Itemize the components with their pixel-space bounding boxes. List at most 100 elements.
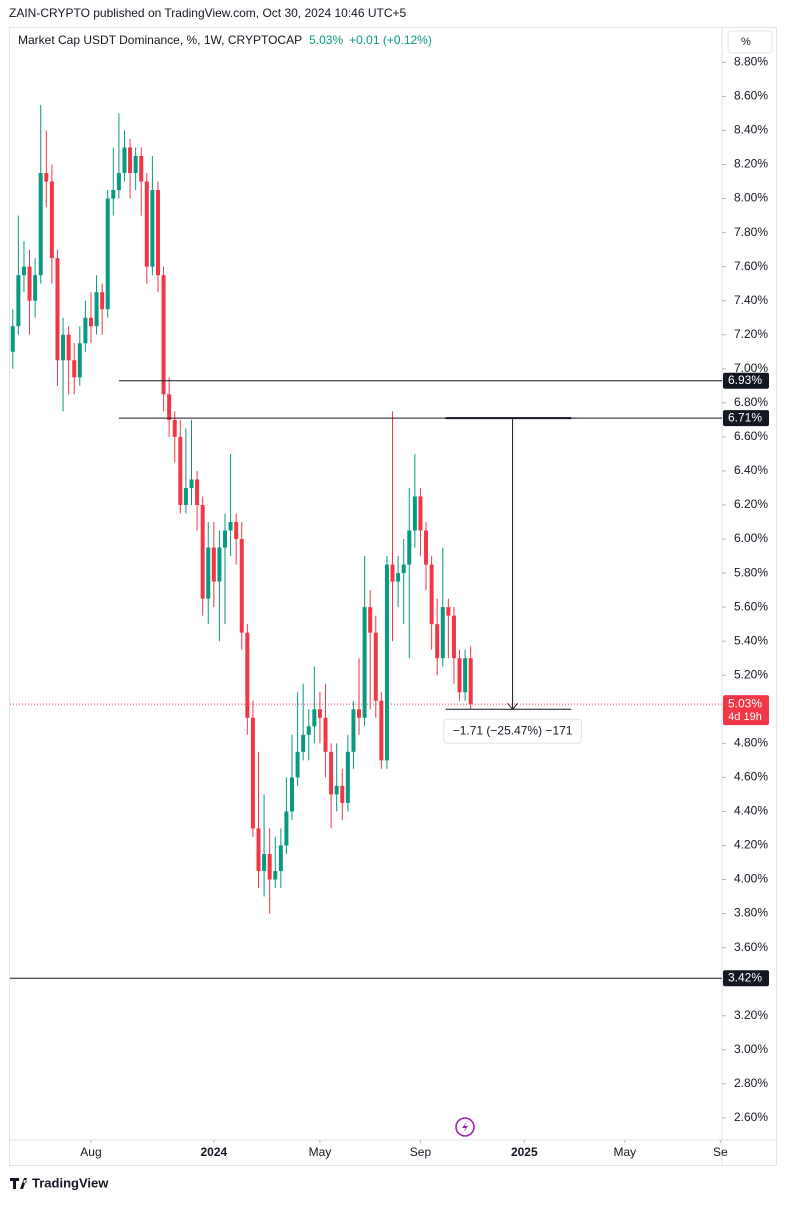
- candle-body: [139, 155, 144, 182]
- y-tick-label: 4.00%: [734, 872, 768, 886]
- y-tick-label: 4.60%: [734, 770, 768, 784]
- y-tick-label: 7.80%: [734, 225, 768, 239]
- candle-body: [334, 785, 339, 795]
- candle-body: [345, 751, 350, 803]
- candle-body: [100, 292, 105, 310]
- candle-body: [161, 275, 166, 395]
- candle-body: [61, 334, 66, 361]
- x-tick-label: Aug: [80, 1145, 101, 1159]
- candle-body: [55, 258, 60, 361]
- brand-name: TradingView: [32, 1175, 109, 1190]
- lightning-icon[interactable]: [455, 1117, 475, 1137]
- legend-price: 5.03%: [309, 33, 343, 47]
- candle-body: [317, 709, 322, 718]
- y-tick-label: 7.40%: [734, 293, 768, 307]
- brand-logo: [10, 1178, 27, 1189]
- candle-body: [228, 522, 233, 531]
- y-tick-label: 2.60%: [734, 1110, 768, 1124]
- legend: Market Cap USDT Dominance, %, 1W, CRYPTO…: [18, 33, 432, 47]
- scale-button-label[interactable]: %: [741, 36, 751, 48]
- measure-arrowhead: [507, 702, 518, 711]
- candle-body: [278, 845, 283, 872]
- y-tick-label: 7.20%: [734, 327, 768, 341]
- candle-body: [457, 658, 462, 693]
- candle-body: [155, 190, 160, 276]
- candle-body: [111, 190, 116, 199]
- candle-body: [284, 811, 289, 846]
- x-tick-label: May: [613, 1145, 636, 1159]
- last-price-box: [723, 695, 769, 726]
- candle-body: [189, 479, 194, 488]
- candle-body: [384, 564, 389, 761]
- y-tick-label: 6.40%: [734, 463, 768, 477]
- candle-body: [27, 266, 32, 301]
- candle-body: [468, 658, 473, 705]
- scale-button[interactable]: [727, 30, 773, 54]
- candle-body: [312, 709, 317, 727]
- x-tick-label: Sep: [410, 1145, 432, 1159]
- candle-body: [368, 607, 373, 633]
- candle-body: [396, 573, 401, 582]
- x-tick-label: 2024: [200, 1145, 227, 1159]
- icon-bolt[interactable]: [462, 1121, 468, 1133]
- y-tick-label: 7.00%: [734, 361, 768, 375]
- candle-body: [222, 530, 227, 548]
- level-label: 3.42%: [728, 970, 762, 984]
- candle-body: [429, 564, 434, 625]
- candle-body: [21, 266, 26, 276]
- published-line: ZAIN-CRYPTO published on TradingView.com…: [9, 6, 407, 20]
- candle-body: [357, 709, 362, 718]
- candle-body: [401, 564, 406, 574]
- x-tick-label: Se: [713, 1145, 728, 1159]
- level-label-box: [723, 410, 769, 427]
- y-tick-label: 7.60%: [734, 259, 768, 273]
- y-tick-label: 8.20%: [734, 157, 768, 171]
- measure-label-box: [443, 718, 582, 744]
- candle-body: [412, 496, 417, 531]
- candle-body: [267, 853, 272, 880]
- y-tick-label: 5.60%: [734, 599, 768, 613]
- candle-body: [435, 624, 440, 659]
- candle-body: [144, 181, 149, 267]
- candle-body: [10, 326, 15, 352]
- candle-body: [323, 717, 328, 752]
- candle-body: [94, 292, 99, 327]
- icon-ring[interactable]: [455, 1117, 475, 1137]
- candle-body: [440, 607, 445, 659]
- y-tick-label: 6.00%: [734, 531, 768, 545]
- candle-body: [206, 547, 211, 599]
- y-tick-label: 3.80%: [734, 906, 768, 920]
- candle-body: [33, 275, 38, 301]
- y-tick-label: 6.60%: [734, 429, 768, 443]
- candle-body: [167, 394, 172, 420]
- y-tick-label: 3.60%: [734, 940, 768, 954]
- y-tick-label: 8.80%: [734, 55, 768, 69]
- candle-body: [72, 360, 77, 378]
- y-tick-label: 5.40%: [734, 633, 768, 647]
- candle-body: [105, 198, 110, 310]
- y-tick-label: 4.80%: [734, 736, 768, 750]
- candle-body: [340, 785, 345, 803]
- candle-body: [295, 751, 300, 778]
- candle-body: [362, 607, 367, 718]
- level-label-box: [723, 372, 769, 389]
- candle-body: [301, 734, 306, 752]
- y-tick-label: 5.20%: [734, 667, 768, 681]
- candle-body: [200, 504, 205, 599]
- candle-body: [211, 547, 216, 582]
- candle-body: [329, 751, 334, 795]
- candle-body: [273, 871, 278, 880]
- candle-body: [16, 275, 21, 327]
- candle-body: [183, 487, 188, 505]
- y-tick-label: 6.20%: [734, 497, 768, 511]
- candle-body: [351, 709, 356, 752]
- candle-body: [290, 777, 295, 812]
- candle-body: [217, 547, 222, 582]
- level-label: 6.93%: [728, 373, 762, 387]
- candle-body: [446, 607, 451, 616]
- last-price-label: 5.03%: [728, 696, 762, 710]
- level-label: 6.71%: [728, 410, 762, 424]
- y-tick-label: 4.20%: [734, 838, 768, 852]
- candle-body: [463, 658, 468, 693]
